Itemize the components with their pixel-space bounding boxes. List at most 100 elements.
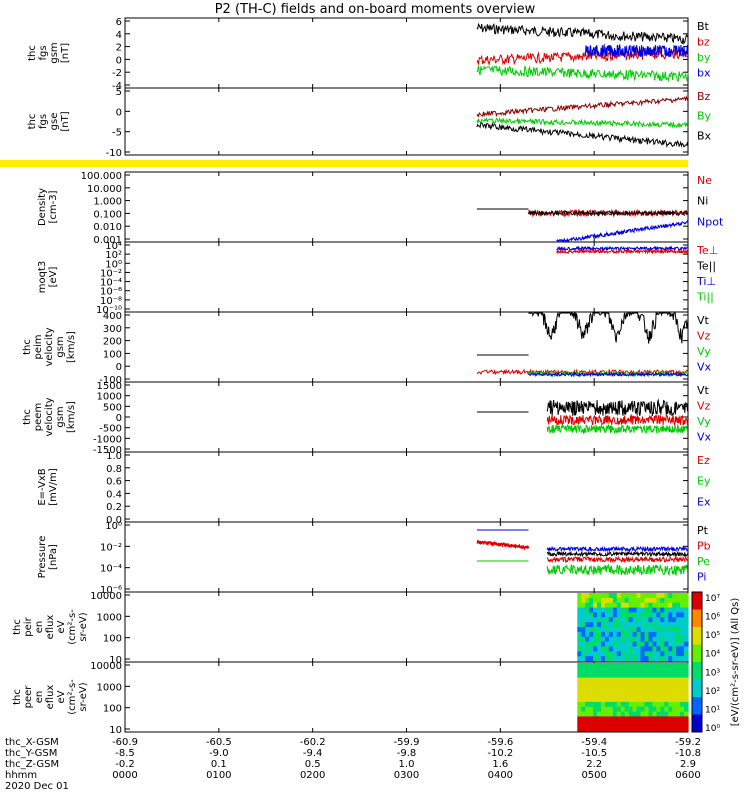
trace-gse-bx bbox=[476, 121, 689, 148]
spectrogram-cell bbox=[608, 607, 614, 614]
ytick-label: 0.010 bbox=[93, 222, 122, 233]
spectrogram-cell bbox=[636, 687, 642, 693]
spectrogram-cell bbox=[577, 716, 582, 722]
legend-vy: Vy bbox=[697, 345, 711, 358]
orbit-value: 0100 bbox=[206, 770, 231, 781]
spectrogram-cell bbox=[581, 711, 586, 718]
spectrogram-cell bbox=[612, 663, 618, 669]
spectrogram-cell bbox=[644, 706, 650, 713]
spectrogram-cell bbox=[605, 697, 610, 703]
spectrogram-cell bbox=[585, 682, 590, 688]
spectrogram-cell bbox=[652, 701, 657, 708]
orbit-value: 0500 bbox=[581, 770, 606, 781]
spectrogram-cell bbox=[632, 622, 638, 628]
panel-ylabel: gse bbox=[49, 113, 60, 131]
spectrogram-cell bbox=[577, 593, 582, 599]
spectrogram-cell bbox=[680, 617, 685, 623]
spectrogram-cell bbox=[605, 636, 610, 643]
spectrogram-cell bbox=[664, 622, 669, 628]
spectrogram-cell bbox=[624, 646, 630, 652]
spectrogram-cell bbox=[577, 627, 582, 633]
spectrogram-cell bbox=[656, 631, 661, 638]
spectrogram-cell bbox=[648, 721, 654, 727]
spectrogram-cell bbox=[644, 612, 650, 618]
orbit-value: 0300 bbox=[394, 770, 419, 781]
ytick-label: 0.8 bbox=[106, 464, 122, 475]
spectrogram-cell bbox=[608, 716, 614, 722]
spectrogram-cell bbox=[601, 607, 606, 614]
spectrogram-cell bbox=[601, 593, 606, 599]
spectrogram-cell bbox=[652, 646, 657, 652]
spectrogram-cell bbox=[636, 597, 642, 604]
spectrogram-cell bbox=[585, 667, 590, 674]
spectrogram-cell bbox=[620, 667, 626, 674]
spectrogram-cell bbox=[597, 641, 602, 648]
orbit-value: 1.0 bbox=[399, 759, 415, 770]
spectrogram-cell bbox=[636, 636, 642, 643]
spectrogram-cell bbox=[589, 612, 594, 618]
ytick-label: 6 bbox=[116, 17, 122, 28]
panel-frame-density bbox=[124, 171, 689, 243]
spectrogram-cell bbox=[593, 636, 598, 643]
spectrogram-cell bbox=[640, 711, 646, 718]
spectrogram-cell bbox=[676, 697, 681, 703]
spectrogram-cell bbox=[648, 622, 654, 628]
spectrogram-cell bbox=[620, 706, 626, 713]
spectrogram-cell bbox=[664, 612, 669, 618]
spectrogram-cell bbox=[676, 663, 681, 669]
spectrogram-cell bbox=[676, 667, 681, 674]
spectrogram-cell bbox=[620, 607, 626, 614]
spectrogram-cell bbox=[676, 612, 681, 618]
spectrogram-cell bbox=[620, 651, 626, 657]
spectrogram-cell bbox=[593, 682, 598, 688]
spectrogram-cell bbox=[616, 677, 622, 684]
spectrogram-cell bbox=[601, 711, 606, 718]
spectrogram-cell bbox=[684, 607, 689, 614]
orbit-value: -59.4 bbox=[581, 737, 607, 748]
spectrogram-cell bbox=[664, 677, 669, 684]
ytick-label: 100.000 bbox=[81, 171, 122, 182]
spectrogram-cell bbox=[593, 701, 598, 708]
spectrogram-cell bbox=[664, 682, 669, 688]
spectrogram-cell bbox=[656, 726, 661, 732]
spectrogram-cell bbox=[676, 721, 681, 727]
legend-vz: Vz bbox=[697, 400, 711, 413]
spectrogram-cell bbox=[672, 617, 677, 623]
legend-pi: Pi bbox=[697, 571, 706, 584]
spectrogram-cell bbox=[612, 646, 618, 652]
spectrogram-cell bbox=[601, 726, 606, 732]
spectrogram-cell bbox=[605, 656, 610, 662]
spectrogram-cell bbox=[577, 697, 582, 703]
spectrogram-cell bbox=[636, 706, 642, 713]
ytick-label: 10² bbox=[105, 250, 122, 261]
orbit-value: 0000 bbox=[112, 770, 137, 781]
spectrogram-cell bbox=[632, 597, 638, 604]
spectrogram-cell bbox=[581, 663, 586, 669]
spectrogram-cell bbox=[589, 701, 594, 708]
spectrogram-cell bbox=[616, 612, 622, 618]
spectrogram-cell bbox=[656, 682, 661, 688]
spectrogram-cell bbox=[648, 612, 654, 618]
legend-bz: Bz bbox=[697, 90, 711, 103]
spectrogram-cell bbox=[585, 651, 590, 657]
spectrogram-cell bbox=[680, 607, 685, 614]
spectrogram-cell bbox=[608, 593, 614, 599]
spectrogram-cell bbox=[593, 612, 598, 618]
spectrogram-cell bbox=[672, 607, 677, 614]
spectrogram-cell bbox=[676, 677, 681, 684]
spectrogram-cell bbox=[648, 701, 654, 708]
spectrogram-cell bbox=[608, 721, 614, 727]
spectrogram-cell bbox=[632, 627, 638, 633]
spectrogram-cell bbox=[616, 622, 622, 628]
spectrogram-cell bbox=[608, 711, 614, 718]
orbit-value: 0.1 bbox=[211, 759, 227, 770]
spectrogram-cell bbox=[680, 627, 685, 633]
spectrogram-cell bbox=[605, 641, 610, 648]
spectrogram-cell bbox=[581, 667, 586, 674]
spectrogram-cell bbox=[597, 663, 602, 669]
spectrogram-cell bbox=[628, 692, 634, 698]
ytick-label: 10⁴ bbox=[105, 241, 122, 252]
colorbar-segment bbox=[692, 714, 702, 733]
ytick-label: 2 bbox=[116, 43, 122, 54]
spectrogram-cell bbox=[620, 677, 626, 684]
